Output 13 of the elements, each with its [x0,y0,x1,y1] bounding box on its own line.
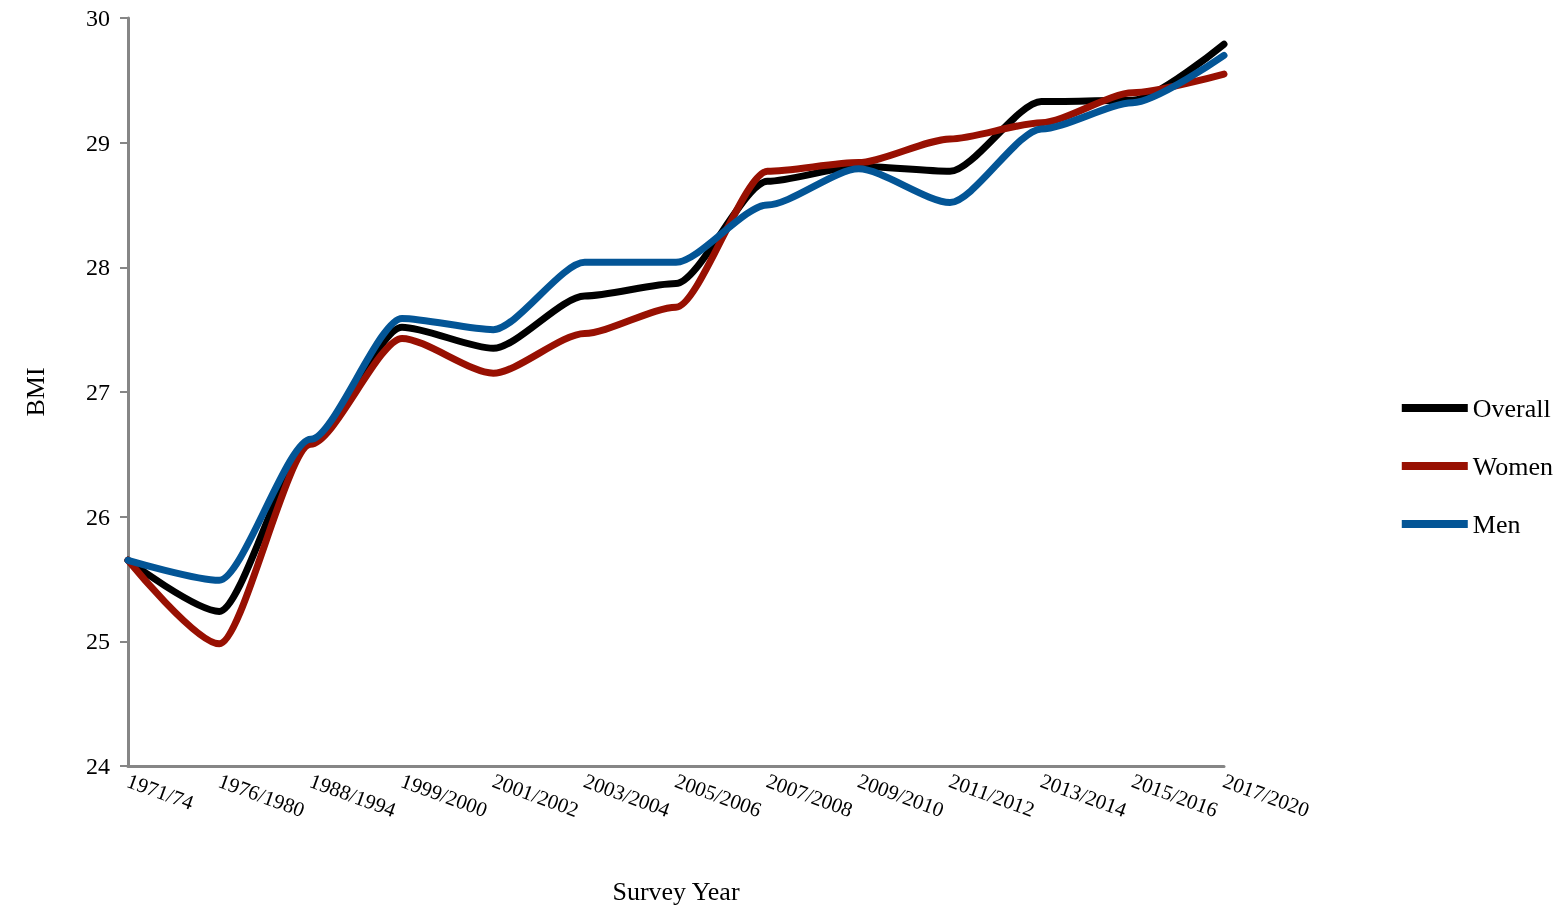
y-tick-label: 30 [86,5,110,31]
y-tick-label: 27 [86,379,110,405]
y-tick-label: 24 [86,753,110,779]
legend-label: Men [1472,509,1521,539]
legend-label: Women [1472,451,1554,481]
x-tick-label: 1971/74 [123,768,198,815]
y-axis-title: BMI [20,367,50,417]
x-axis-title: Survey Year [612,876,740,906]
y-tick-label: 25 [86,628,110,655]
y-tick-label: 26 [86,503,110,530]
y-tick-label: 28 [86,254,110,281]
y-tick-label: 29 [86,129,110,156]
legend-label: Overall [1472,393,1551,423]
